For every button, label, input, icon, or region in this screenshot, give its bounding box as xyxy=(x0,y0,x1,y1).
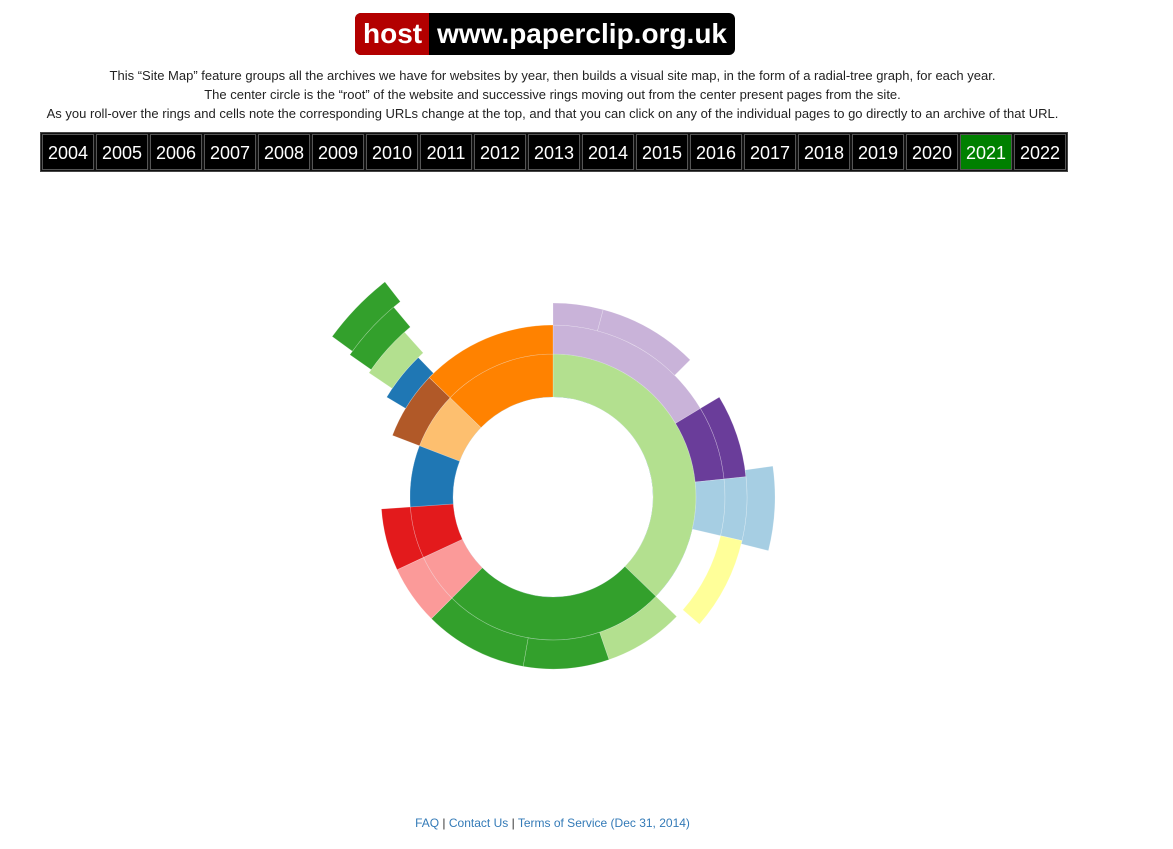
site-map-cell-2[interactable] xyxy=(552,302,604,332)
site-header: host www.paperclip.org.uk xyxy=(355,13,736,55)
site-map-cell-20[interactable] xyxy=(392,377,451,447)
site-map-cell-7[interactable] xyxy=(691,478,726,537)
year-tab-2015[interactable]: 2015 xyxy=(636,134,688,170)
year-tab-2022[interactable]: 2022 xyxy=(1014,134,1066,170)
year-tab-2020[interactable]: 2020 xyxy=(906,134,958,170)
year-tab-2016[interactable]: 2016 xyxy=(690,134,742,170)
site-map-cell-0[interactable] xyxy=(552,353,697,597)
site-url-label[interactable]: www.paperclip.org.uk xyxy=(437,18,728,49)
year-tab-2010[interactable]: 2010 xyxy=(366,134,418,170)
site-map-cell-22[interactable] xyxy=(368,331,424,389)
year-tab-2013[interactable]: 2013 xyxy=(528,134,580,170)
year-tab-2021[interactable]: 2021 xyxy=(960,134,1012,170)
description-line-3: As you roll-over the rings and cells not… xyxy=(46,106,1059,121)
site-map-cell-24[interactable] xyxy=(331,281,401,352)
year-tab-2009[interactable]: 2009 xyxy=(312,134,364,170)
footer: FAQ | Contact Us | Terms of Service (Dec… xyxy=(0,816,1105,830)
description-line-2: The center circle is the “root” of the w… xyxy=(204,87,901,102)
site-map-cell-3[interactable] xyxy=(597,309,691,376)
site-map-cell-8[interactable] xyxy=(720,476,748,542)
site-map-cell-5[interactable] xyxy=(700,396,747,480)
faq-link[interactable]: FAQ xyxy=(415,816,440,830)
year-tab-2018[interactable]: 2018 xyxy=(798,134,850,170)
site-map-cell-23[interactable] xyxy=(349,306,411,371)
year-tab-2017[interactable]: 2017 xyxy=(744,134,796,170)
year-tab-2014[interactable]: 2014 xyxy=(582,134,634,170)
description-line-1: This “Site Map” feature groups all the a… xyxy=(109,68,996,83)
footer-separator: | xyxy=(511,816,515,830)
host-label: host xyxy=(355,13,430,55)
site-map-cell-19[interactable] xyxy=(419,397,482,462)
year-tab-2011[interactable]: 2011 xyxy=(420,134,472,170)
year-tab-2006[interactable]: 2006 xyxy=(150,134,202,170)
year-tab-2019[interactable]: 2019 xyxy=(852,134,904,170)
year-tab-2004[interactable]: 2004 xyxy=(42,134,94,170)
site-map-cell-1[interactable] xyxy=(552,324,701,424)
description: This “Site Map” feature groups all the a… xyxy=(0,66,1105,123)
site-map-cell-16[interactable] xyxy=(410,503,463,558)
contact-link[interactable]: Contact Us xyxy=(448,816,509,830)
year-tab-2007[interactable]: 2007 xyxy=(204,134,256,170)
year-tab-2005[interactable]: 2005 xyxy=(96,134,148,170)
site-map-cell-4[interactable] xyxy=(675,408,725,483)
year-tab-2012[interactable]: 2012 xyxy=(474,134,526,170)
site-map-cell-9[interactable] xyxy=(682,535,743,625)
footer-separator: | xyxy=(442,816,446,830)
year-tab-2008[interactable]: 2008 xyxy=(258,134,310,170)
year-selector: 2004 2005 2006 2007 2008 2009 2010 2011 2012 2013… xyxy=(40,132,1068,172)
site-map-cell-11[interactable] xyxy=(451,566,657,641)
site-map-cell-13[interactable] xyxy=(430,597,529,667)
site-map-cell-26[interactable] xyxy=(428,324,554,399)
site-map-cell-17[interactable] xyxy=(381,506,424,571)
terms-link[interactable]: Terms of Service (Dec 31, 2014) xyxy=(517,816,690,830)
